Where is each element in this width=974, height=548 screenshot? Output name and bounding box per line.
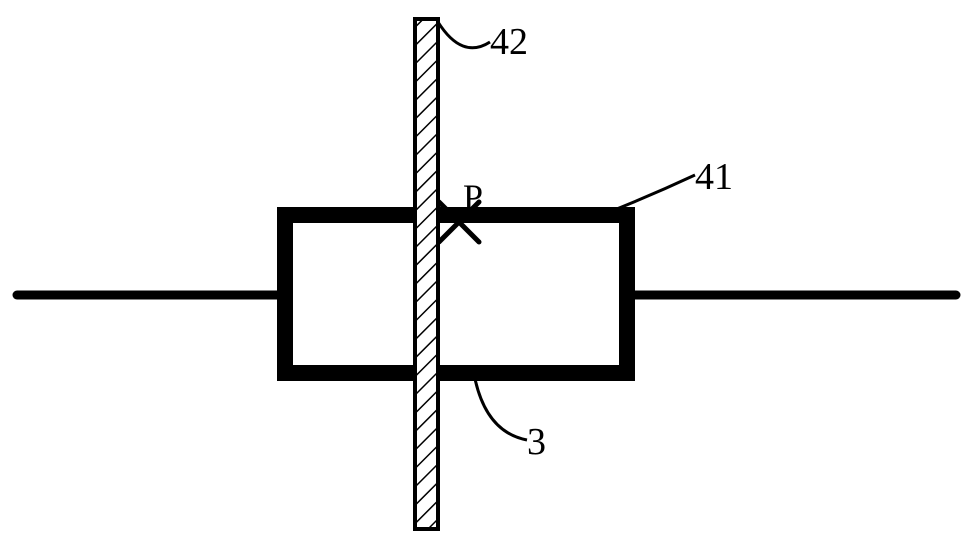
- resistor-box: [285, 215, 627, 373]
- label-42: 42: [490, 20, 528, 64]
- label-41: 41: [695, 155, 733, 199]
- leader-41: [604, 175, 695, 214]
- vertical-hatched-bar: [415, 19, 438, 529]
- leader-3: [474, 374, 527, 440]
- diagram-canvas: [0, 0, 974, 548]
- label-3: 3: [527, 420, 546, 464]
- label-p: P: [463, 176, 483, 218]
- leader-42: [438, 22, 490, 48]
